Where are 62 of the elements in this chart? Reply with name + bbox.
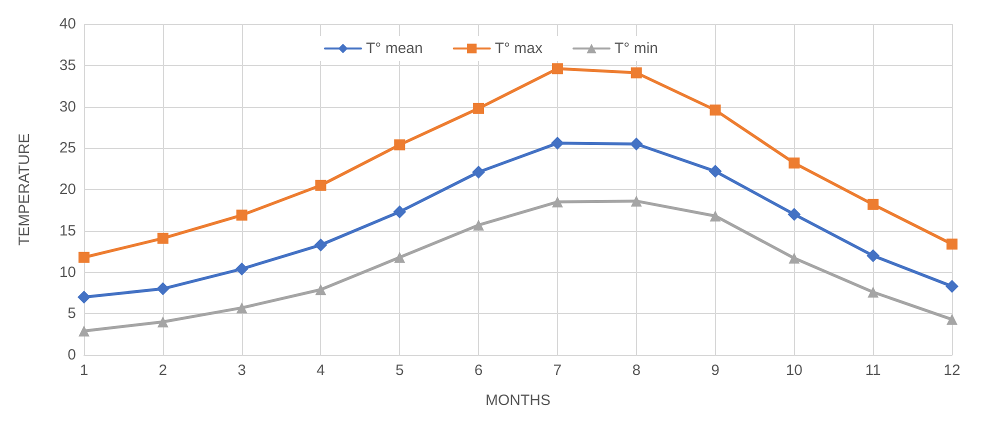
- y-tick-label: 40: [59, 16, 76, 32]
- point: [552, 196, 563, 208]
- point: [630, 67, 642, 78]
- x-tick-label: 8: [632, 362, 641, 379]
- point: [315, 180, 326, 191]
- x-tick-label: 10: [786, 362, 803, 379]
- x-tick-label: 11: [865, 362, 881, 379]
- point: [236, 302, 248, 314]
- x-tick-label: 2: [158, 362, 168, 379]
- x-tick-label: 5: [395, 362, 404, 379]
- point: [156, 282, 170, 296]
- y-axis-title: TEMPERATURE: [16, 133, 33, 246]
- x-tick-label: 6: [474, 362, 483, 379]
- point: [78, 290, 90, 304]
- point: [394, 139, 406, 150]
- point: [235, 262, 248, 276]
- point: [868, 286, 879, 298]
- point: [78, 252, 90, 263]
- y-tick-label: 5: [68, 305, 76, 322]
- point: [393, 205, 406, 218]
- y-tick-label: 20: [59, 181, 76, 198]
- y-tick-label: 30: [59, 98, 76, 116]
- point: [78, 326, 90, 337]
- point: [630, 196, 642, 207]
- point: [315, 284, 326, 296]
- y-tick-label: 25: [59, 140, 76, 157]
- point: [788, 158, 800, 169]
- point: [788, 208, 801, 221]
- legend-label: T° mean: [366, 40, 423, 57]
- x-tick-label: 12: [944, 362, 960, 379]
- legend-label: T° min: [614, 40, 658, 57]
- x-tick-label: 4: [316, 362, 325, 379]
- point: [236, 210, 248, 221]
- point: [946, 238, 958, 250]
- y-tick-label: 15: [59, 222, 76, 240]
- point: [710, 210, 721, 222]
- point: [708, 164, 722, 178]
- point: [868, 198, 879, 210]
- point: [946, 314, 958, 325]
- y-tick-label: 0: [68, 346, 76, 364]
- point: [630, 137, 643, 150]
- point: [788, 252, 800, 264]
- y-tick-label: 10: [59, 264, 76, 281]
- point: [473, 220, 484, 231]
- point: [946, 280, 958, 293]
- x-tick-label: 1: [80, 362, 88, 379]
- y-tick-label: 35: [59, 56, 76, 74]
- point: [314, 238, 328, 252]
- point: [552, 63, 563, 74]
- x-tick-label: 3: [238, 362, 246, 379]
- point: [473, 102, 484, 114]
- x-tick-label: 9: [711, 362, 720, 379]
- point: [866, 249, 880, 262]
- x-tick-label: 7: [553, 362, 562, 379]
- point: [472, 166, 486, 179]
- legend-label: T° max: [494, 40, 544, 57]
- point: [394, 252, 406, 263]
- point: [550, 136, 564, 150]
- point: [157, 232, 168, 244]
- point: [157, 316, 168, 328]
- x-axis-title: MONTHS: [486, 392, 550, 409]
- point: [710, 104, 721, 116]
